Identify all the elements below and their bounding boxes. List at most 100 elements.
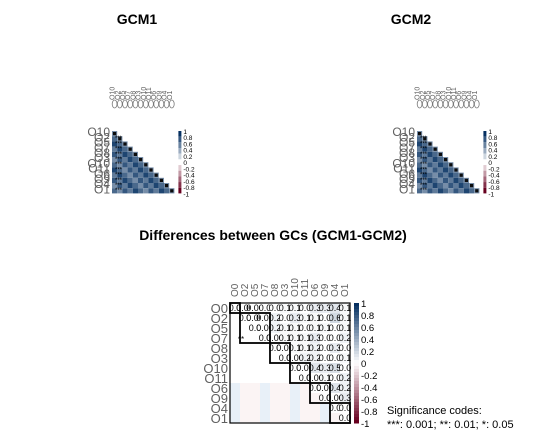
colorbar-segment (178, 165, 182, 171)
heatmap-cell (427, 151, 433, 157)
heatmap-cell (153, 188, 159, 194)
heatmap-cell (290, 363, 300, 373)
heatmap-cell (427, 188, 433, 194)
row-label: O7 (94, 141, 110, 155)
cell-value: 0.1 (339, 323, 352, 333)
heatmap-cell (453, 177, 459, 183)
significance-mark: *** (420, 167, 428, 173)
colorbar-tick-label: -0.4 (361, 383, 377, 394)
colorbar-segment (178, 170, 182, 177)
gcm2-title: GCM2 (391, 11, 432, 27)
colorbar-tick-label: -0.4 (488, 173, 500, 180)
row-label: O9 (399, 172, 415, 186)
significance-mark: *** (420, 183, 428, 189)
heatmap-cell (432, 157, 438, 163)
cell-value: 0.0 (249, 323, 262, 333)
heatmap-cell (432, 183, 438, 189)
cell-value: 0.0 (269, 343, 282, 353)
row-label: O5 (399, 136, 415, 150)
heatmap-cell (280, 323, 290, 333)
heatmap-cell (148, 188, 154, 194)
col-label: O2 (115, 91, 122, 100)
colorbar-segment (178, 176, 182, 183)
heatmap-cell (320, 353, 330, 363)
diagonal-cell (464, 178, 468, 182)
col-label: O5 (425, 91, 432, 100)
heatmap-cell (132, 183, 138, 189)
colorbar-segment (354, 330, 359, 334)
colorbar-segment (178, 142, 182, 149)
colorbar-segment (354, 357, 359, 361)
background-cell (300, 383, 310, 393)
col-label: O5 (120, 91, 127, 100)
colorbar-segment (178, 148, 182, 154)
colorbar-segment (354, 417, 359, 421)
cell-value: 0.1 (289, 303, 302, 313)
heatmap-cell (330, 373, 340, 383)
heatmap-cell (290, 303, 300, 313)
heatmap-cell (300, 373, 310, 383)
colorbar-tick-label: -1 (183, 191, 189, 198)
colorbar-segment (354, 420, 359, 424)
row-label: O1 (211, 411, 228, 426)
background-cell (290, 383, 300, 393)
colorbar-segment (178, 153, 182, 160)
col-label: O9 (461, 91, 468, 100)
colorbar-segment (354, 342, 359, 346)
heatmap-cell (340, 383, 350, 393)
heatmap-cell (117, 151, 123, 157)
cell-value: 0.0 (279, 313, 292, 323)
heatmap-cell (453, 183, 459, 189)
row-label: O1 (399, 182, 415, 196)
row-label: O10 (87, 125, 110, 139)
diagonal-cell (170, 189, 174, 193)
heatmap-cell (422, 183, 428, 189)
significance-mark: *** (115, 152, 123, 158)
cell-value: 0.0 (299, 323, 312, 333)
heatmap-cell (117, 146, 123, 152)
heatmap-cell (437, 157, 443, 163)
col-label: O10 (141, 87, 148, 100)
significance-codes-text: ***: 0.001; **: 0.01; *: 0.05 (387, 419, 514, 431)
colorbar-segment (354, 354, 359, 358)
colorbar-segment (354, 351, 359, 355)
cell-value: 0.0 (339, 413, 352, 423)
row-label: O9 (211, 391, 228, 406)
diagonal-cell (470, 184, 474, 188)
heatmap-cell (320, 383, 330, 393)
heatmap-cell (132, 177, 138, 183)
background-cell (330, 413, 340, 423)
cell-value: 0.1 (299, 313, 312, 323)
cell-value: 0.1 (309, 313, 322, 323)
col-label: O11 (300, 278, 311, 297)
cell-value: 0.0 (309, 383, 322, 393)
colorbar-segment (483, 159, 487, 166)
heatmap-cell (422, 146, 428, 152)
background-cell (310, 393, 320, 403)
heatmap-cell (300, 343, 310, 353)
heatmap-cell (138, 183, 144, 189)
col-label: O2 (420, 91, 427, 100)
heatmap-cell (127, 151, 133, 157)
heatmap-cell (437, 167, 443, 173)
background-cell (240, 403, 250, 413)
colorbar-tick-label: -0.8 (488, 185, 500, 192)
colorbar-segment (354, 411, 359, 415)
significance-mark: *** (115, 157, 123, 163)
heatmap-cell (330, 303, 340, 313)
colorbar-segment (354, 369, 359, 373)
heatmap-cell (340, 303, 350, 313)
background-cell (270, 393, 280, 403)
cell-value: 0.0 (329, 403, 342, 413)
heatmap-cell (112, 151, 118, 157)
cell-value: 0.00 (286, 353, 304, 363)
cell-value: 0.1 (299, 343, 312, 353)
colorbar-segment (354, 384, 359, 388)
colorbar-tick-label: -0.4 (183, 173, 195, 180)
heatmap-cell (458, 177, 464, 183)
heatmap-cell (112, 157, 118, 163)
row-label: O6 (211, 381, 228, 396)
heatmap-cell (138, 188, 144, 194)
heatmap-cell (112, 177, 118, 183)
